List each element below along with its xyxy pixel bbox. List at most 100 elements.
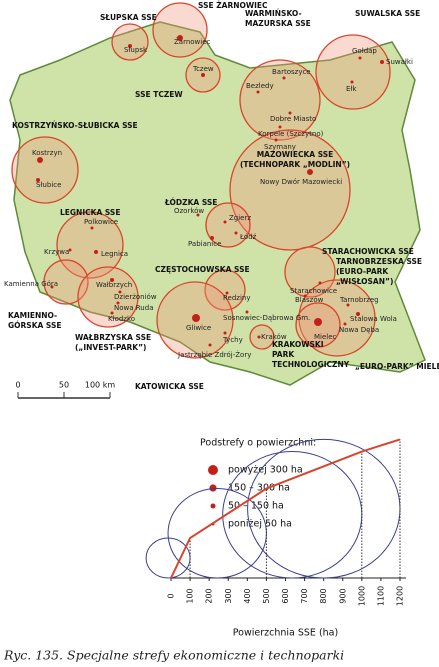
x-tick-label: 600	[281, 588, 290, 603]
city-dot	[50, 285, 54, 289]
zone-label: KATOWICKA SSE	[135, 382, 204, 391]
x-tick-label: 300	[224, 588, 233, 603]
city-dot	[223, 331, 227, 335]
city-dot	[356, 312, 360, 316]
zone-layer	[11, 2, 391, 359]
reference-circle	[167, 488, 267, 579]
zone-label: KOSTRZYŃSKO-SŁUBICKA SSE	[12, 121, 138, 130]
reference-circle	[145, 537, 191, 579]
city-dot	[118, 290, 122, 294]
zone-circle	[229, 129, 351, 251]
zone-circle	[298, 279, 376, 357]
city-dot	[225, 291, 229, 295]
scale-label: 0	[15, 381, 20, 390]
city-label: Stalowa Wola	[350, 315, 397, 323]
zone-circle	[239, 59, 321, 141]
city-label: Blaszów	[295, 296, 324, 304]
zone-label: „WISŁOSAN”)	[336, 277, 393, 286]
legend-label: poniżej 50 ha	[228, 519, 292, 530]
city-label: Nowa Ruda	[114, 304, 153, 312]
city-dot	[257, 335, 261, 339]
x-tick-label: 0	[167, 593, 176, 598]
x-tick-label: 400	[243, 588, 252, 603]
legend-marker	[209, 484, 217, 492]
city-dot	[223, 220, 227, 224]
city-label: Krzywa	[44, 248, 69, 256]
city-label: Ozorków	[174, 207, 204, 215]
zone-label: GÓRSKA SSE	[8, 321, 62, 330]
city-dot	[37, 157, 43, 163]
city-dot	[350, 80, 354, 84]
zone-label: WARMIŃSKO-	[245, 9, 302, 18]
zone-label: MAZOWIECKA SSE	[257, 150, 334, 159]
city-label: Nowy Dwór Mazowiecki	[260, 178, 342, 186]
city-label: Tczew	[192, 65, 214, 73]
x-tick-label: 900	[338, 588, 347, 603]
zone-label: (EURO-PARK	[336, 267, 389, 276]
city-dot	[282, 76, 286, 80]
x-tick-label: 500	[262, 588, 271, 603]
city-dot	[346, 303, 350, 307]
zone-circle	[284, 246, 336, 298]
city-dot	[116, 301, 120, 305]
city-label: Wałbrzych	[96, 281, 132, 289]
city-label: Ełk	[346, 85, 357, 93]
zone-label: STARACHOWICKA SSE	[322, 247, 414, 256]
city-label: Tychy	[222, 336, 243, 344]
city-label: Jastrzębie Zdrój-Żory	[177, 350, 251, 359]
city-dot	[68, 248, 72, 252]
city-label: Szymany	[264, 143, 296, 151]
label-layer: SŁUPSKA SSE SSE ŻARNOWIECWARMIŃSKO-MAZURS…	[4, 1, 439, 391]
city-label: Kamienna Góra	[4, 280, 58, 288]
city-label: Pabianice	[188, 240, 221, 248]
city-dot	[94, 250, 98, 254]
legend-label: 150 – 300 ha	[228, 483, 290, 494]
city-dot	[343, 322, 347, 326]
zone-label: SŁUPSKA SSE	[100, 13, 157, 22]
city-label: Kłodzko	[108, 315, 135, 323]
city-dot	[90, 226, 94, 230]
x-tick-label: 1200	[396, 586, 405, 606]
city-dot	[274, 138, 278, 142]
city-label: Kraków	[261, 333, 287, 341]
zone-label: TARNOBRZESKA SSE	[336, 257, 422, 266]
city-label: Legnica	[101, 250, 128, 258]
zone-circle	[204, 269, 246, 311]
city-label: Polkowice	[84, 218, 118, 226]
city-dot	[201, 73, 205, 77]
zone-label: (TECHNOPARK „MODLIN”)	[240, 160, 350, 169]
city-dot	[307, 169, 313, 175]
city-dot	[210, 236, 214, 240]
zone-label: ŁÓDZKA SSE	[164, 198, 217, 207]
zone-label: KAMIENNO-	[8, 311, 57, 320]
zone-label: PARK	[272, 350, 295, 359]
city-dot	[288, 111, 292, 115]
x-tick-label: 800	[319, 588, 328, 603]
zone-label: KRAKOWSKI	[272, 340, 324, 349]
city-label: Dobre Miasto	[270, 115, 316, 123]
city-label: Gliwice	[186, 324, 211, 332]
city-label: Bartoszyce	[272, 68, 311, 76]
city-label: Słupsk	[124, 46, 148, 54]
scale-bar: 0 50 100 km	[15, 381, 115, 399]
city-dot	[192, 314, 200, 322]
city-label: Starachowice	[290, 287, 337, 295]
x-tick-label: 100	[186, 588, 195, 603]
city-dot	[36, 178, 40, 182]
legend-marker	[210, 503, 216, 509]
legend-title: Podstrefy o powierzchni:	[200, 438, 316, 449]
area-curve	[170, 438, 401, 579]
city-label: Żarnowiec	[174, 37, 211, 46]
zone-circle	[111, 23, 149, 61]
zone-label: LEGNICKA SSE	[60, 208, 120, 217]
x-tick-label: 700	[300, 588, 309, 603]
scale-label: 100 km	[85, 381, 115, 390]
city-label: Kostrzyn	[32, 149, 62, 157]
zone-circle	[205, 202, 251, 248]
zone-circle	[152, 2, 208, 58]
city-label: Suwałki	[386, 58, 413, 66]
caption: Ryc. 135. Specjalne strefy ekonomiczne i…	[3, 648, 344, 663]
zone-label: SSE TCZEW	[135, 90, 183, 99]
